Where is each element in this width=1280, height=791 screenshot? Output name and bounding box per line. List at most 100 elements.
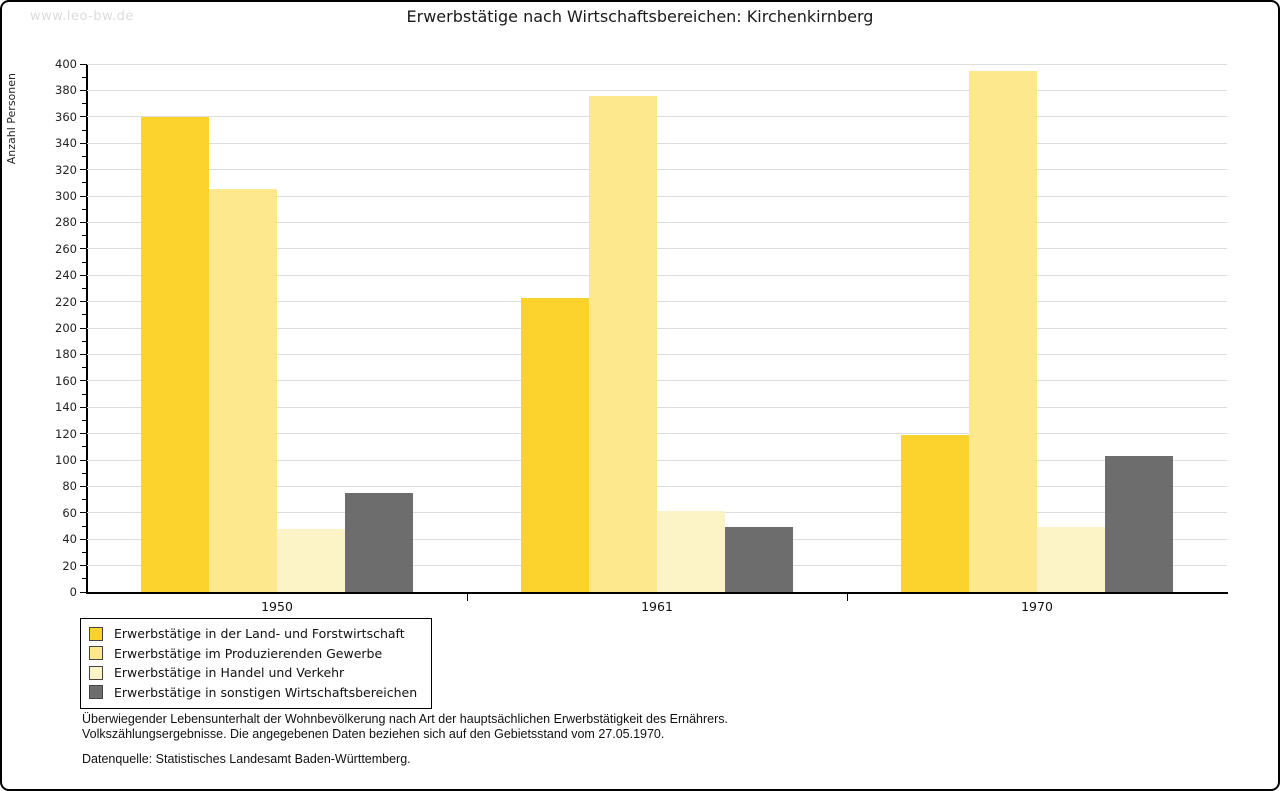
y-tick-label-140: 140 [55, 400, 77, 415]
plot-area: 0 20 40 60 80 100 120 140 160 180 200 220 240 260 280 3… [55, 57, 1228, 614]
x-category-separator [847, 594, 848, 601]
y-minor-tick-90 [82, 472, 86, 474]
y-tick-label-300: 300 [55, 189, 77, 203]
gridline-300 [87, 195, 1227, 197]
y-minor-tick-30 [82, 551, 86, 553]
bar-1950-series1 [141, 116, 209, 592]
y-tick-label-400: 400 [55, 57, 77, 71]
gridline-380 [87, 89, 1227, 91]
y-major-tick-300 [80, 195, 86, 197]
x-tick-label-1950: 1950 [261, 599, 293, 614]
footnote-line1: Überwiegender Lebensunterhalt der Wohnbe… [82, 712, 728, 726]
y-major-tick-0 [80, 591, 86, 593]
legend-item-1: Erwerbstätige in der Land- und Forstwirt… [89, 624, 417, 644]
y-minor-tick-230 [82, 287, 86, 289]
y-tick-label-220: 220 [55, 294, 77, 309]
y-tick-label-180: 180 [55, 347, 77, 362]
y-major-tick-240 [80, 274, 86, 276]
y-tick-label-0: 0 [69, 585, 77, 599]
y-major-tick-100 [80, 459, 86, 461]
y-major-tick-400 [80, 63, 86, 65]
y-minor-tick-350 [82, 129, 86, 131]
gridline-340 [87, 142, 1227, 144]
y-tick-label-360: 360 [55, 109, 77, 124]
y-tick-label-60: 60 [62, 505, 77, 520]
y-major-tick-380 [80, 89, 86, 91]
y-minor-tick-110 [82, 446, 86, 448]
y-axis-line [86, 64, 88, 594]
y-major-tick-200 [80, 327, 86, 329]
y-minor-tick-170 [82, 367, 86, 369]
legend-item-4: Erwerbstätige in sonstigen Wirtschaftsbe… [89, 683, 417, 703]
gridline-180 [87, 353, 1227, 355]
y-minor-tick-150 [82, 393, 86, 395]
y-minor-tick-10 [82, 578, 86, 580]
y-tick-label-160: 160 [55, 373, 77, 388]
y-major-tick-80 [80, 485, 86, 487]
y-minor-tick-310 [82, 182, 86, 184]
y-major-tick-40 [80, 538, 86, 540]
bar-1970-series3 [1037, 527, 1105, 592]
gridline-100 [87, 459, 1227, 461]
leo-bw-watermark: www.leo-bw.de [30, 9, 134, 24]
gridline-240 [87, 274, 1227, 276]
y-minor-tick-130 [82, 419, 86, 421]
y-axis-label: Anzahl Personen [5, 73, 18, 165]
legend-box: Erwerbstätige in der Land- und Forstwirt… [80, 618, 433, 709]
gridline-280 [87, 221, 1227, 223]
legend-swatch-icon [89, 685, 103, 700]
bar-1970-series1 [901, 434, 969, 592]
footnote: Überwiegender Lebensunterhalt der Wohnbe… [82, 712, 728, 741]
gridline-140 [87, 406, 1227, 408]
legend-swatch-icon [89, 646, 103, 661]
gridline-260 [87, 248, 1227, 250]
y-tick-label-260: 260 [55, 241, 77, 256]
y-axis-label-wrap: Anzahl Personen [5, 62, 18, 176]
gridline-80 [87, 485, 1227, 487]
chart-title: Erwerbstätige nach Wirtschaftsbereichen:… [406, 7, 874, 26]
y-minor-tick-270 [82, 235, 86, 237]
y-tick-label-340: 340 [55, 136, 77, 151]
bar-1970-series4 [1105, 456, 1173, 592]
y-major-tick-360 [80, 116, 86, 118]
y-tick-label-40: 40 [62, 532, 77, 547]
legend-swatch-icon [89, 665, 103, 680]
gridline-320 [87, 169, 1227, 171]
bar-1950-series3 [277, 528, 345, 592]
bar-1961-series4 [725, 527, 793, 592]
y-tick-label-120: 120 [55, 426, 77, 441]
bar-1970-series2 [969, 70, 1037, 592]
y-major-tick-280 [80, 221, 86, 223]
data-source: Datenquelle: Statistisches Landesamt Bad… [82, 752, 411, 766]
y-tick-label-280: 280 [55, 215, 77, 230]
y-major-tick-220 [80, 301, 86, 303]
y-major-tick-160 [80, 380, 86, 382]
gridline-360 [87, 116, 1227, 118]
x-tick-label-1961: 1961 [641, 599, 673, 614]
y-minor-tick-70 [82, 499, 86, 501]
y-tick-label-320: 320 [55, 162, 77, 177]
y-tick-label-80: 80 [62, 479, 77, 494]
y-minor-tick-250 [82, 261, 86, 263]
y-minor-tick-290 [82, 208, 86, 210]
y-minor-tick-370 [82, 103, 86, 105]
x-tick-label-1970: 1970 [1021, 599, 1053, 614]
x-axis-line [86, 592, 1228, 594]
y-major-tick-140 [80, 406, 86, 408]
x-category-separator [467, 594, 468, 601]
legend-label: Erwerbstätige in sonstigen Wirtschaftsbe… [114, 684, 418, 700]
gridline-160 [87, 380, 1227, 382]
y-major-tick-60 [80, 512, 86, 514]
y-major-tick-340 [80, 142, 86, 144]
y-tick-label-380: 380 [55, 83, 77, 98]
bar-1950-series4 [345, 493, 413, 592]
gridline-120 [87, 433, 1227, 435]
bar-1961-series3 [657, 511, 725, 592]
y-major-tick-320 [80, 169, 86, 171]
legend-label: Erwerbstätige in der Land- und Forstwirt… [114, 626, 405, 642]
y-minor-tick-50 [82, 525, 86, 527]
legend-item-2: Erwerbstätige im Produzierenden Gewerbe [89, 644, 417, 664]
y-major-tick-260 [80, 248, 86, 250]
legend-label: Erwerbstätige in Handel und Verkehr [114, 665, 345, 681]
bar-1961-series2 [589, 95, 657, 592]
